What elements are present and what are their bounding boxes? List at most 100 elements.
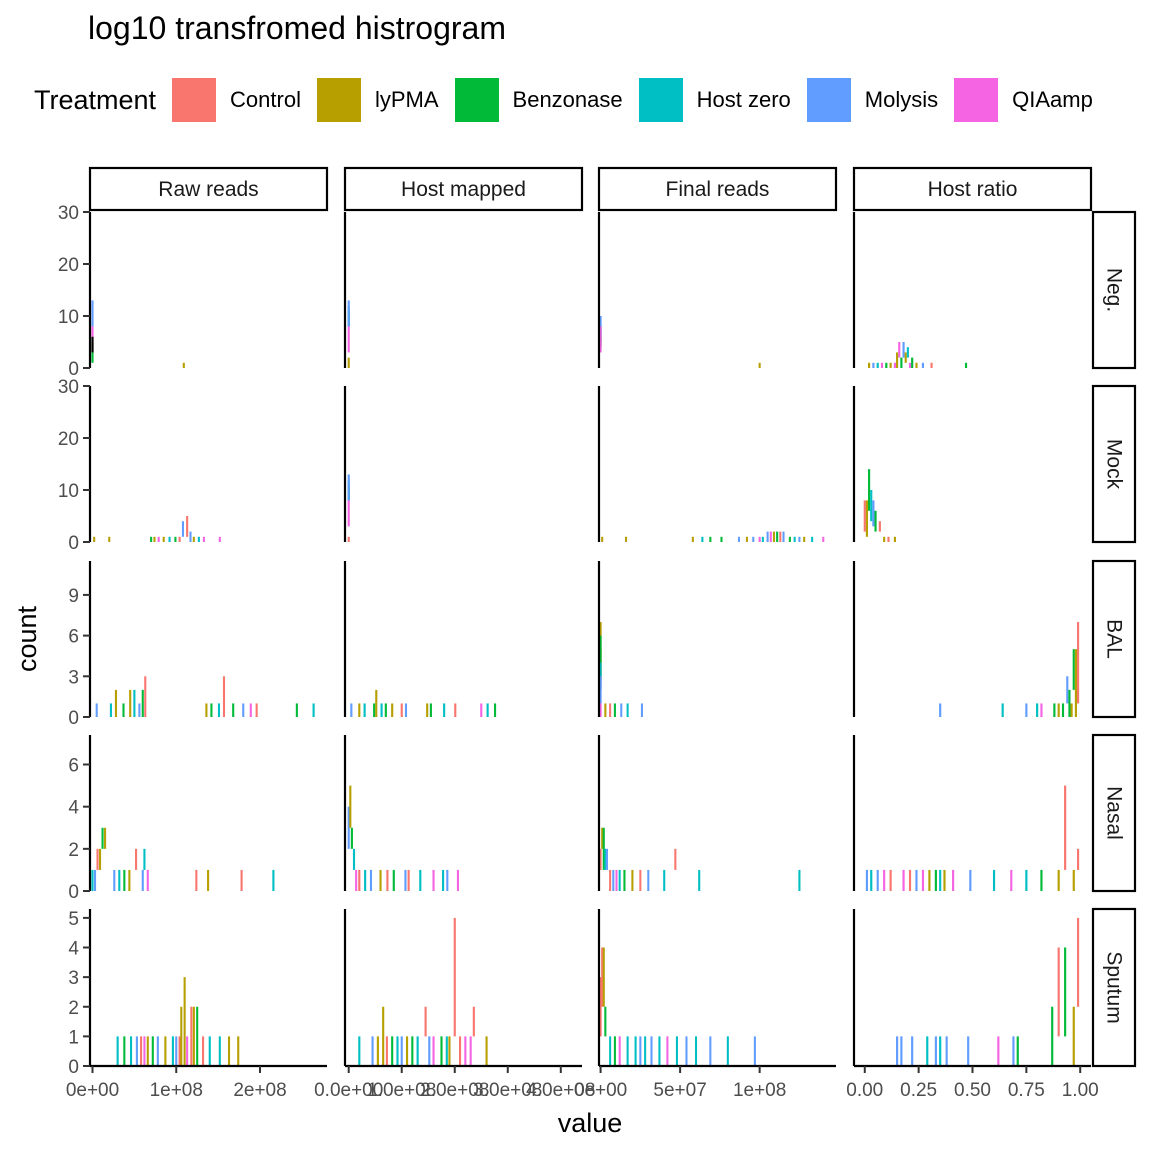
legend-swatch <box>954 78 999 122</box>
histogram-bar <box>631 869 634 891</box>
legend-label: lyPMA <box>374 87 439 112</box>
histogram-bar <box>893 362 897 368</box>
y-tick-label: 10 <box>58 307 79 328</box>
histogram-bar <box>347 806 350 849</box>
histogram-bar <box>758 362 761 368</box>
histogram-bar <box>208 1036 211 1066</box>
y-tick-label: 2 <box>68 840 79 861</box>
histogram-bar <box>445 1036 448 1066</box>
histogram-bar <box>186 1036 189 1066</box>
legend-swatch <box>454 78 499 122</box>
histogram-bar <box>400 703 403 717</box>
histogram-bar <box>613 1036 616 1066</box>
x-tick-label: 2.0e+08 <box>420 1080 489 1101</box>
histogram-bar <box>485 1036 488 1066</box>
histogram-bar <box>93 536 96 542</box>
histogram-bar <box>772 531 776 542</box>
histogram-bar <box>618 1036 621 1066</box>
histogram-bar <box>647 869 650 891</box>
histogram-bar <box>133 689 136 717</box>
histogram-bar <box>385 1036 388 1066</box>
legend-swatch <box>172 78 217 122</box>
histogram-bar <box>171 1036 174 1066</box>
histogram-bar <box>599 676 602 704</box>
histogram-bar <box>141 869 144 891</box>
histogram-bar <box>186 516 189 537</box>
histogram-bar <box>138 703 141 717</box>
histogram-bar <box>928 869 931 891</box>
histogram-bar <box>601 947 604 1007</box>
histogram-bar <box>640 703 643 717</box>
y-tick-label: 0 <box>68 1057 79 1078</box>
facet-label: BAL <box>1103 619 1126 659</box>
x-tick-label: 0e+00 <box>66 1080 119 1101</box>
legend-swatch <box>316 78 361 122</box>
histogram-bar <box>391 703 394 717</box>
y-tick-label: 3 <box>68 968 79 989</box>
histogram-bar <box>753 1036 756 1066</box>
x-tick-label: 3.0e+08 <box>473 1080 542 1101</box>
histogram-bar <box>896 352 899 368</box>
histogram-bar <box>876 362 879 368</box>
histogram-bar <box>347 474 350 501</box>
x-tick-label: 0.75 <box>1008 1080 1045 1101</box>
histogram-bar <box>157 536 160 542</box>
histogram-bar <box>129 689 132 717</box>
histogram-bar <box>997 1036 1000 1066</box>
histogram-bar <box>202 1036 205 1066</box>
facet-strip <box>343 166 584 212</box>
histogram-bar <box>639 1036 642 1066</box>
histogram-bar <box>902 342 905 358</box>
histogram-bar <box>1068 689 1071 717</box>
histogram-bar <box>255 703 258 717</box>
histogram-bar <box>364 869 367 891</box>
histogram-bar <box>902 869 905 891</box>
histogram-bar <box>870 869 873 891</box>
histogram-bar <box>613 703 616 717</box>
histogram-bar <box>192 536 195 542</box>
histogram-bar <box>472 1006 475 1037</box>
histogram-bar <box>135 1036 138 1066</box>
x-tick-label: 1e+08 <box>150 1080 203 1101</box>
facet-label: Host mapped <box>401 178 526 201</box>
histogram-bar <box>798 536 801 542</box>
histogram-bar <box>915 869 918 891</box>
histogram-bar <box>1070 703 1073 717</box>
histogram-bar <box>116 1036 119 1066</box>
histogram-bar <box>358 869 361 891</box>
histogram-bar <box>779 531 782 542</box>
legend-swatch <box>638 78 683 122</box>
histogram-bar <box>1025 869 1028 891</box>
histogram-bar <box>623 869 626 891</box>
histogram-bar <box>217 703 221 717</box>
histogram-bar <box>446 869 449 891</box>
histogram-bar <box>358 703 361 717</box>
histogram-bar <box>691 536 694 542</box>
histogram-bar <box>766 531 769 542</box>
histogram-bar <box>1076 622 1080 704</box>
facet-strip <box>1091 210 1137 370</box>
histogram-bar <box>232 703 235 717</box>
histogram-bar <box>375 689 378 717</box>
histogram-bar <box>939 869 942 891</box>
legend-items: Control lyPMA Benzonase Host zero Molysis QIA… <box>172 78 1109 122</box>
histogram-bar <box>889 362 892 368</box>
histogram-bar <box>752 536 755 542</box>
histogram-bar <box>237 1036 240 1066</box>
y-tick-label: 0 <box>68 533 79 554</box>
y-tick-label: 30 <box>58 377 79 398</box>
histogram-bar <box>883 869 886 891</box>
facet-strip <box>1091 733 1137 893</box>
histogram-bar <box>939 703 942 717</box>
histogram-bar <box>601 536 604 542</box>
x-tick-label: 1.0e+08 <box>367 1080 436 1101</box>
histogram-bar <box>898 342 901 358</box>
legend: Treatment Control lyPMA Benzonase Host zero… <box>34 78 1109 122</box>
histogram-bar <box>758 536 761 542</box>
histogram-bar <box>1076 917 1080 1007</box>
histogram-bar <box>967 1036 970 1066</box>
histogram-bar <box>601 827 604 849</box>
histogram-bar <box>182 362 185 368</box>
